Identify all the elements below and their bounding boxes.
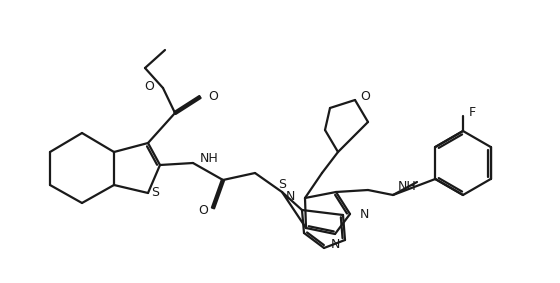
Text: N: N xyxy=(286,190,295,203)
Text: F: F xyxy=(469,106,476,119)
Text: NH: NH xyxy=(398,181,417,194)
Text: O: O xyxy=(144,80,154,93)
Text: S: S xyxy=(151,186,159,200)
Text: N: N xyxy=(360,207,370,220)
Text: NH: NH xyxy=(200,153,219,166)
Text: S: S xyxy=(278,177,286,190)
Text: N: N xyxy=(330,237,340,250)
Text: O: O xyxy=(198,205,208,218)
Text: O: O xyxy=(360,89,370,102)
Text: O: O xyxy=(208,89,218,102)
